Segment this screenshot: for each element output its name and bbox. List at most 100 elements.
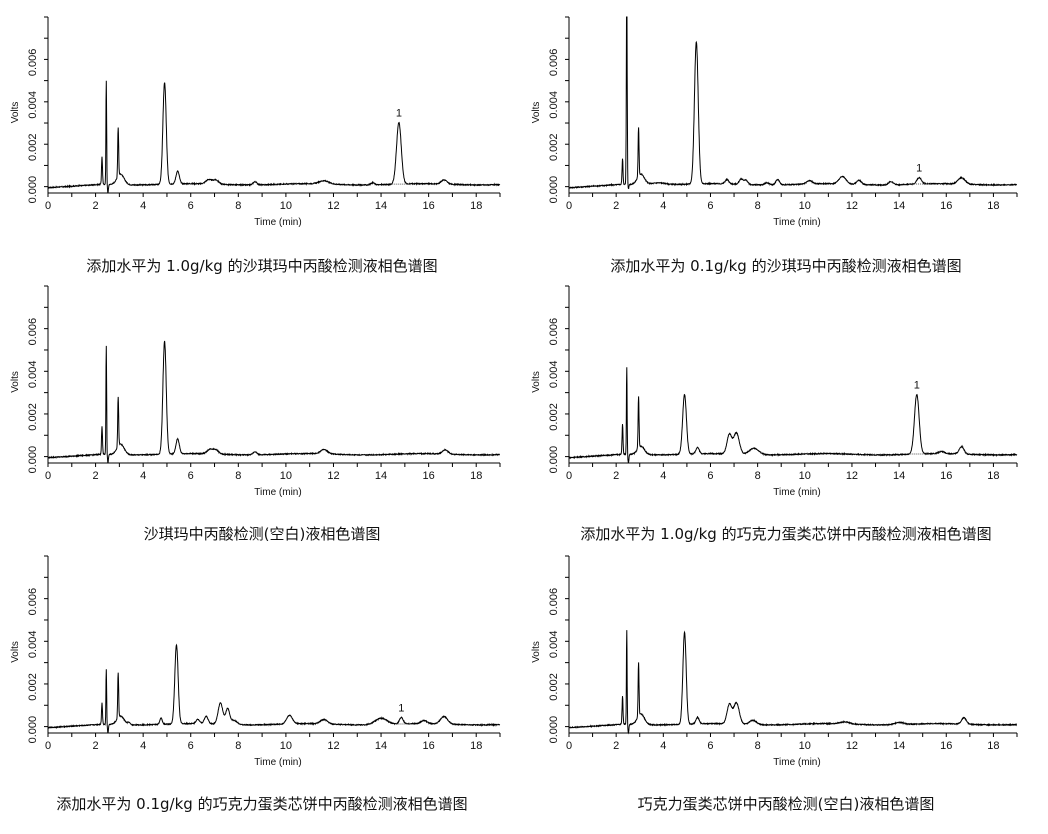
chromatogram-trace <box>568 16 1018 190</box>
y-tick-label: 0.002 <box>548 133 560 161</box>
chart-6: 0.000 0.002 0.004 0.006 Volts 0 2 4 6 8 10 12 14 16 18… <box>531 555 1018 768</box>
caption-chart-4: 添加水平为 1.0g/kg 的巧克力蛋类芯饼中丙酸检测液相色谱图 <box>580 525 992 543</box>
y-tick-label: 0.004 <box>27 361 39 389</box>
y-tick-label: 0.000 <box>27 176 39 204</box>
x-tick-label: 0 <box>566 740 572 752</box>
y-tick-label: 0.002 <box>548 403 560 431</box>
x-tick-label: 6 <box>188 200 194 212</box>
peak-label: 1 <box>398 703 404 715</box>
x-tick-label: 10 <box>799 200 811 212</box>
x-tick-label: 18 <box>987 200 999 212</box>
x-tick-label: 0 <box>45 200 51 212</box>
peak-label: 1 <box>914 379 920 391</box>
x-tick-label: 18 <box>470 740 482 752</box>
x-tick-label: 12 <box>846 200 858 212</box>
x-tick-label: 10 <box>799 470 811 482</box>
x-tick-label: 0 <box>45 470 51 482</box>
x-tick-label: 0 <box>45 740 51 752</box>
chromatogram-trace <box>568 367 1018 463</box>
x-tick-label: 18 <box>470 200 482 212</box>
x-tick-label: 6 <box>707 470 713 482</box>
chart-4: 0.000 0.002 0.004 0.006 Volts 0 2 4 6 8 10 12 14 16 18… <box>531 285 1018 498</box>
x-tick-label: 8 <box>235 740 241 752</box>
x-axis-title: Time (min) <box>773 217 820 228</box>
y-tick-label: 0.004 <box>548 91 560 119</box>
caption-chart-6: 巧克力蛋类芯饼中丙酸检测(空白)液相色谱图 <box>637 795 935 813</box>
chart-2: 0.000 0.002 0.004 0.006 Volts 0 2 4 6 8 10 12 14 16 18… <box>531 16 1018 228</box>
x-axis-title: Time (min) <box>773 487 820 498</box>
x-tick-label: 2 <box>613 200 619 212</box>
x-tick-label: 8 <box>235 200 241 212</box>
x-tick-label: 16 <box>940 740 952 752</box>
y-tick-label: 0.006 <box>27 588 39 616</box>
chromatogram-trace <box>47 643 501 734</box>
chart-1: 0.000 0.002 0.004 0.006 Volts 0 2 4 6 8 10 12 14 16 18… <box>10 16 501 228</box>
x-tick-label: 8 <box>755 470 761 482</box>
caption-chart-1: 添加水平为 1.0g/kg 的沙琪玛中丙酸检测液相色谱图 <box>86 257 438 275</box>
x-axis-title: Time (min) <box>773 757 820 768</box>
x-tick-label: 16 <box>940 200 952 212</box>
y-tick-label: 0.000 <box>27 446 39 474</box>
x-tick-label: 14 <box>375 470 387 482</box>
chromatogram-trace <box>47 80 501 194</box>
y-tick-label: 0.006 <box>548 318 560 346</box>
x-tick-label: 8 <box>755 200 761 212</box>
x-tick-label: 4 <box>660 200 666 212</box>
x-tick-label: 12 <box>327 200 339 212</box>
x-tick-label: 10 <box>799 740 811 752</box>
x-tick-label: 6 <box>188 470 194 482</box>
x-tick-label: 4 <box>660 740 666 752</box>
y-tick-label: 0.002 <box>27 403 39 431</box>
x-tick-label: 12 <box>846 740 858 752</box>
x-tick-label: 16 <box>423 470 435 482</box>
x-tick-label: 2 <box>93 470 99 482</box>
x-tick-label: 0 <box>566 200 572 212</box>
y-tick-label: 0.004 <box>548 361 560 389</box>
x-axis-title: Time (min) <box>254 217 301 228</box>
y-axis-title: Volts <box>10 102 21 124</box>
y-tick-label: 0.006 <box>548 588 560 616</box>
y-tick-label: 0.004 <box>27 631 39 659</box>
y-tick-label: 0.002 <box>548 673 560 701</box>
x-tick-label: 16 <box>423 200 435 212</box>
y-axis-title: Volts <box>531 102 542 124</box>
x-tick-label: 14 <box>375 200 387 212</box>
x-tick-label: 8 <box>235 470 241 482</box>
y-axis-title: Volts <box>531 371 542 393</box>
y-tick-label: 0.000 <box>548 716 560 744</box>
y-tick-label: 0.004 <box>27 91 39 119</box>
x-tick-label: 12 <box>327 740 339 752</box>
x-tick-label: 8 <box>755 740 761 752</box>
x-tick-label: 18 <box>987 470 999 482</box>
x-tick-label: 0 <box>566 470 572 482</box>
x-axis-title: Time (min) <box>254 487 301 498</box>
x-tick-label: 14 <box>893 740 905 752</box>
caption-chart-3: 沙琪玛中丙酸检测(空白)液相色谱图 <box>143 525 381 543</box>
caption-chart-2: 添加水平为 0.1g/kg 的沙琪玛中丙酸检测液相色谱图 <box>610 257 962 275</box>
peak-label: 1 <box>916 163 922 175</box>
x-tick-label: 12 <box>846 470 858 482</box>
y-axis-title: Volts <box>10 641 21 663</box>
y-tick-label: 0.000 <box>27 716 39 744</box>
x-tick-label: 4 <box>140 200 146 212</box>
y-tick-label: 0.002 <box>27 133 39 161</box>
x-tick-label: 6 <box>188 740 194 752</box>
y-tick-label: 0.004 <box>548 631 560 659</box>
x-tick-label: 2 <box>613 470 619 482</box>
x-tick-label: 10 <box>280 470 292 482</box>
x-tick-label: 2 <box>613 740 619 752</box>
x-tick-label: 4 <box>140 740 146 752</box>
x-tick-label: 16 <box>423 740 435 752</box>
y-tick-label: 0.006 <box>27 318 39 346</box>
x-tick-label: 10 <box>280 740 292 752</box>
x-tick-label: 10 <box>280 200 292 212</box>
chromatogram-trace <box>47 340 500 464</box>
x-axis-title: Time (min) <box>254 757 301 768</box>
chromatogram-trace <box>568 630 1017 735</box>
x-tick-label: 12 <box>327 470 339 482</box>
y-axis-title: Volts <box>531 641 542 663</box>
x-tick-label: 14 <box>893 470 905 482</box>
x-tick-label: 18 <box>470 470 482 482</box>
x-tick-label: 18 <box>987 740 999 752</box>
